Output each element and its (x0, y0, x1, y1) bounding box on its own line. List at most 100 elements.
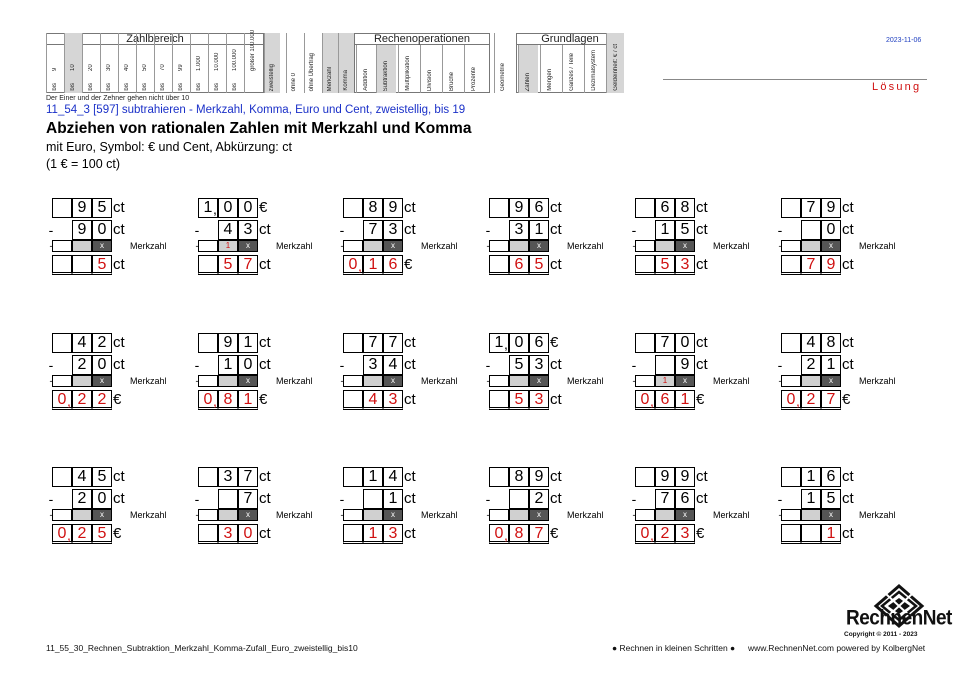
subtrahend-digit: 0 (238, 355, 258, 375)
minuend-digit: 0 (509, 333, 529, 353)
page-title: Abziehen von rationalen Zahlen mit Merkz… (46, 120, 472, 137)
subtrahend-unit: ct (404, 490, 416, 507)
minuend-unit: ct (550, 468, 562, 485)
subtrahend-digit: 2 (72, 355, 92, 375)
minuend-digit: 6 (821, 467, 841, 487)
carry-label: Merkzahl (567, 510, 604, 520)
ops-label: Brüche (449, 71, 455, 91)
misc-col: zweistellig (264, 33, 280, 93)
carry-minus: - (632, 510, 636, 520)
carry-label: Merkzahl (713, 510, 750, 520)
subtitle-units: mit Euro, Symbol: € und Cent, Abkürzung:… (46, 140, 292, 154)
subtrahend-digit: 6 (675, 489, 695, 509)
result-digit: 3 (675, 524, 695, 544)
carry-box-empty (52, 240, 72, 252)
minuend-digit: 6 (529, 198, 549, 218)
minuend-unit: € (259, 199, 268, 216)
carry-box-empty (635, 375, 655, 387)
minuend-unit: ct (404, 468, 416, 485)
basics-col: Geldeinheit: € / ct (606, 33, 624, 93)
carry-box-empty (635, 240, 655, 252)
carry-box (363, 375, 383, 387)
minus-sign: - (194, 491, 200, 507)
basics-label: Zahlen (525, 72, 531, 91)
carry-box (72, 509, 92, 521)
group-title-rechenoperationen: Rechenoperationen (355, 34, 489, 45)
result-unit: € (696, 525, 705, 542)
carry-minus: - (340, 510, 344, 520)
carry-box (363, 509, 383, 521)
minus-sign: - (485, 222, 491, 238)
minuend-unit: ct (404, 199, 416, 216)
subtrahend-unit: ct (113, 490, 125, 507)
result-digit: 6 (509, 255, 529, 275)
zahlbereich-col: 99 bis (172, 33, 190, 93)
zahlbereich-value: 10 (70, 64, 76, 71)
minuend-digit: 6 (529, 333, 549, 353)
minus-sign: - (194, 222, 200, 238)
zahlbereich-prefix: bis (214, 83, 220, 91)
subtrahend-digit: 1 (655, 220, 675, 240)
result-digit: 3 (383, 390, 403, 410)
result-digit: 2 (72, 524, 92, 544)
result-digit: 4 (363, 390, 383, 410)
carry-box-blocked: x (92, 509, 112, 521)
decimal-comma: , (213, 393, 217, 409)
minuend-digit (781, 333, 801, 353)
carry-box-empty (198, 240, 218, 252)
zahlbereich-value: 100.000 (232, 49, 238, 71)
minuend-digit: 1 (238, 333, 258, 353)
minuend-unit: ct (113, 199, 125, 216)
minuend-digit: 9 (529, 467, 549, 487)
subtrahend-unit: ct (696, 490, 708, 507)
carry-box-empty (198, 509, 218, 521)
subtrahend-unit: ct (550, 490, 562, 507)
footer-slogan: ● Rechnen in kleinen Schritten ● (612, 643, 736, 653)
minuend-unit: ct (404, 334, 416, 351)
minuend-digit (489, 467, 509, 487)
carry-box-empty (343, 509, 363, 521)
result-digit: 3 (529, 390, 549, 410)
carry-label: Merkzahl (713, 241, 750, 251)
minuend-digit: 1 (489, 333, 509, 353)
subtrahend-digit: 2 (72, 489, 92, 509)
carry-minus: - (778, 241, 782, 251)
carry-label: Merkzahl (276, 510, 313, 520)
subtrahend-digit: 0 (92, 355, 112, 375)
carry-box-blocked: x (821, 375, 841, 387)
carry-box-blocked: x (92, 240, 112, 252)
result-digit: 1 (238, 390, 258, 410)
carry-box-blocked: x (821, 240, 841, 252)
result-digit: 1 (363, 255, 383, 275)
carry-box-empty (489, 375, 509, 387)
decimal-comma: , (358, 258, 362, 274)
minuend-digit (781, 467, 801, 487)
decimal-comma: , (504, 336, 508, 352)
result-unit: ct (259, 256, 271, 273)
result-digit (198, 524, 218, 544)
carry-minus: - (49, 376, 53, 386)
result-unit: € (259, 391, 268, 408)
zahlbereich-value: 20 (88, 64, 94, 71)
subtrahend-unit: ct (550, 356, 562, 373)
result-unit: ct (404, 525, 416, 542)
carry-box-empty (781, 375, 801, 387)
minuend-digit: 4 (72, 333, 92, 353)
result-unit: ct (842, 525, 854, 542)
carry-box (218, 375, 238, 387)
minus-sign: - (777, 357, 783, 373)
subtrahend-unit: ct (842, 221, 854, 238)
carry-box (655, 240, 675, 252)
worksheet-code: 11_54_3 [597] subtrahieren - Merkzahl, K… (46, 104, 466, 116)
zahlbereich-col: 20 bis (82, 33, 100, 93)
carry-label: Merkzahl (130, 376, 167, 386)
carry-box: 1 (655, 375, 675, 387)
minuend-digit: 9 (675, 467, 695, 487)
